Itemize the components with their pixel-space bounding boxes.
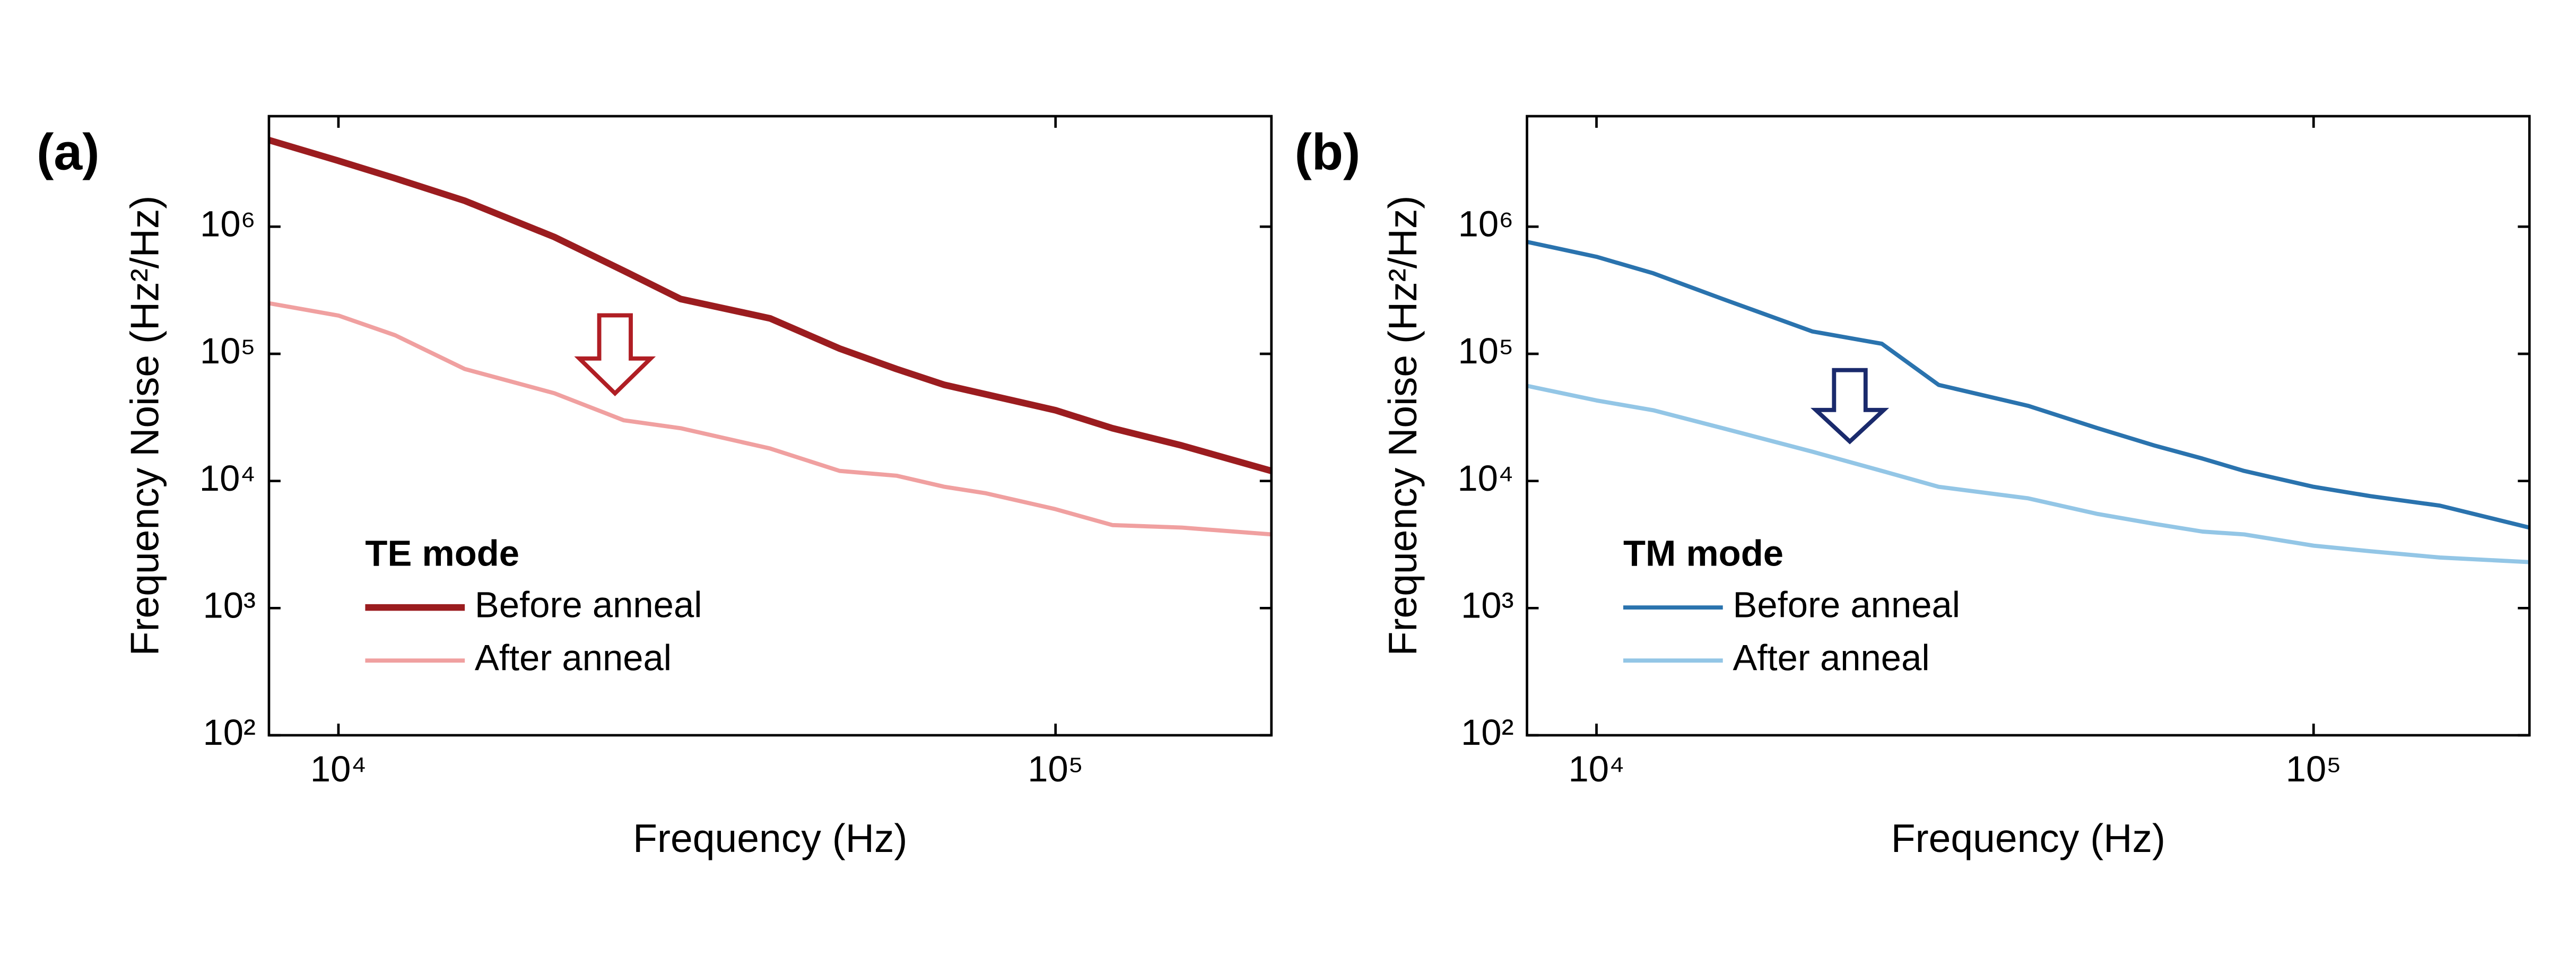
y-tick-label: 10² <box>1461 712 1513 753</box>
legend-title: TM mode <box>1623 533 1783 573</box>
x-tick-label: 10⁴ <box>1568 749 1624 789</box>
data-line <box>1526 240 2530 530</box>
legend-label: After anneal <box>475 637 672 678</box>
x-axis-label: Frequency (Hz) <box>633 816 907 860</box>
x-tick-label: 10⁵ <box>1028 749 1083 789</box>
decrease-arrow <box>574 313 656 396</box>
y-tick-label: 10³ <box>203 585 255 626</box>
x-axis-label: Frequency (Hz) <box>1891 816 2165 860</box>
panel-label: (b) <box>1295 123 1361 181</box>
y-tick-label: 10² <box>203 712 255 753</box>
data-line <box>1526 384 2530 564</box>
y-tick-label: 10⁶ <box>200 204 256 245</box>
x-tick-label: 10⁴ <box>310 749 367 789</box>
plot-frame <box>1526 115 2531 737</box>
y-tick-label: 10⁴ <box>1457 458 1513 499</box>
panel-label: (a) <box>37 123 100 181</box>
legend-label: After anneal <box>1733 637 1929 678</box>
y-tick-label: 10⁵ <box>1458 330 1513 371</box>
decrease-arrow <box>1810 368 1890 445</box>
legend-title: TE mode <box>365 533 519 573</box>
legend-label: Before anneal <box>1733 584 1960 625</box>
plot-frame <box>267 115 1273 737</box>
y-axis-label: Frequency Noise (Hz²/Hz) <box>122 196 167 656</box>
y-axis-label: Frequency Noise (Hz²/Hz) <box>1380 196 1425 656</box>
data-line <box>268 301 1272 537</box>
y-tick-label: 10⁶ <box>1458 204 1514 245</box>
y-tick-label: 10⁵ <box>200 330 256 371</box>
y-tick-label: 10³ <box>1461 585 1513 626</box>
data-line <box>268 137 1273 474</box>
y-tick-label: 10⁴ <box>199 458 256 499</box>
x-tick-label: 10⁵ <box>2286 749 2342 789</box>
legend-label: Before anneal <box>475 584 702 625</box>
